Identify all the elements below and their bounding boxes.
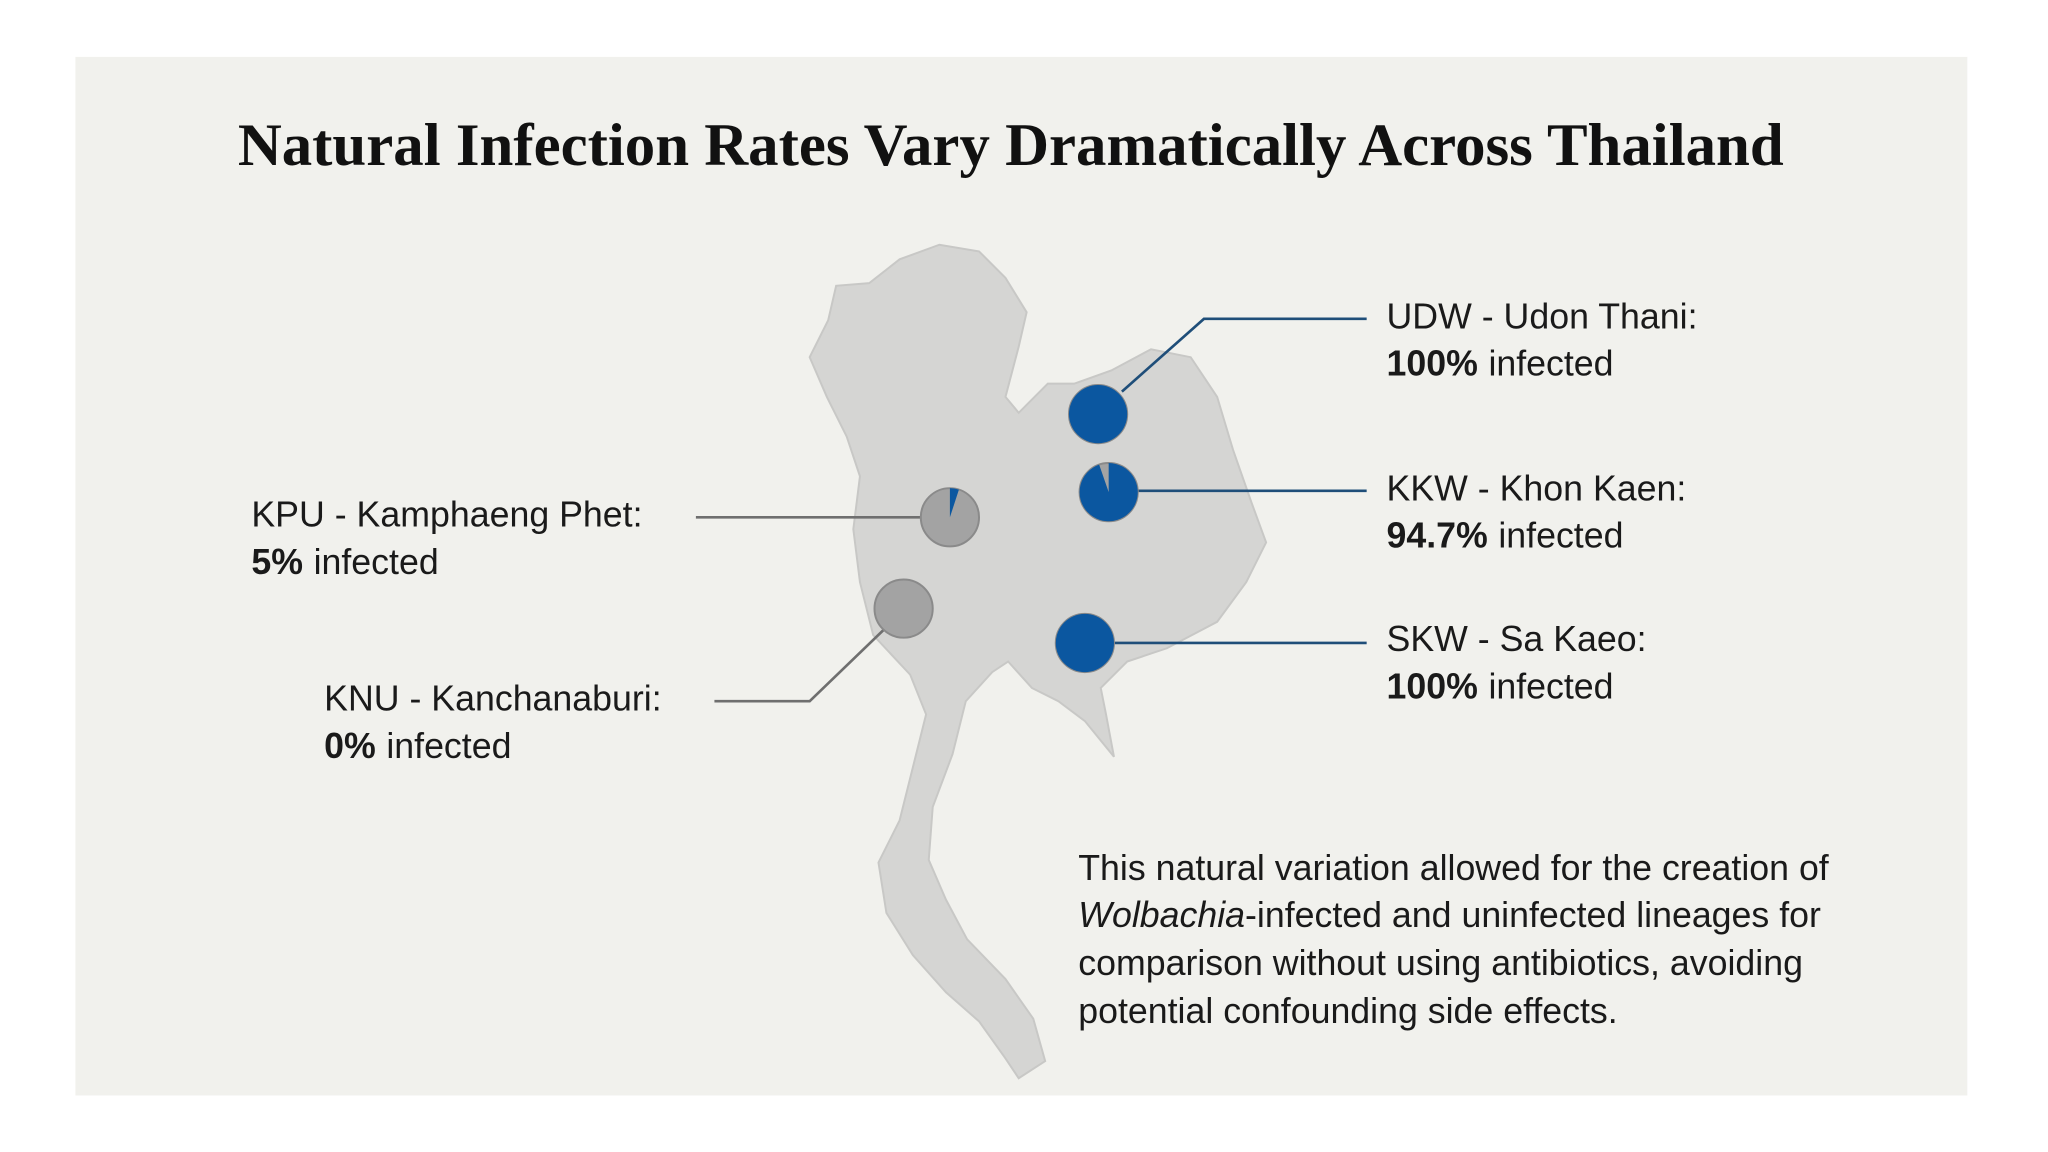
rate-status: infected (386, 726, 511, 766)
rate-value: 100% (1387, 667, 1478, 707)
rate-value: 5% (251, 542, 303, 582)
site-label: KPU - Kamphaeng Phet: (251, 495, 642, 535)
site-rate: 5% infected (251, 542, 438, 582)
map-thailand (808, 243, 1268, 1080)
site-label: SKW - Sa Kaeo: (1387, 619, 1647, 659)
note-text: -infected and uninfected lineages for (1245, 896, 1821, 936)
site-label: KNU - Kanchanaburi: (324, 679, 662, 719)
site-marker (919, 487, 981, 548)
note-line: This natural variation allowed for the c… (1078, 848, 1829, 888)
site-marker (1078, 462, 1139, 523)
rate-value: 100% (1387, 344, 1478, 384)
site-marker (1054, 612, 1115, 674)
title: Natural Infection Rates Vary Dramaticall… (238, 112, 1784, 179)
infected-wedge (1055, 613, 1114, 673)
rate-status: infected (1488, 667, 1613, 707)
site-rate: 0% infected (324, 726, 511, 766)
leader-line (1121, 317, 1367, 393)
infected-wedge (1068, 384, 1128, 444)
site-rate: 94.7% infected (1387, 516, 1624, 556)
note-line: potential confounding side effects. (1078, 991, 1617, 1031)
note-line: comparison without using antibiotics, av… (1078, 943, 1803, 983)
note-line: Wolbachia-infected and uninfected lineag… (1078, 896, 1821, 936)
site-rate: 100% infected (1387, 344, 1614, 384)
rate-status: infected (1498, 516, 1623, 556)
rate-value: 94.7% (1387, 516, 1488, 556)
rate-status: infected (1488, 344, 1613, 384)
rate-status: infected (314, 542, 439, 582)
infected-wedge (949, 488, 959, 518)
note-italic: Wolbachia (1078, 896, 1245, 936)
leader-line (714, 628, 885, 703)
site-label: UDW - Udon Thani: (1387, 296, 1698, 336)
infected-wedge (1079, 463, 1138, 522)
rate-value: 0% (324, 726, 376, 766)
site-marker (1067, 384, 1129, 445)
site-label: KKW - Khon Kaen: (1387, 468, 1687, 508)
marker-base (873, 578, 934, 639)
site-rate: 100% infected (1387, 667, 1614, 707)
site-marker (873, 578, 934, 639)
